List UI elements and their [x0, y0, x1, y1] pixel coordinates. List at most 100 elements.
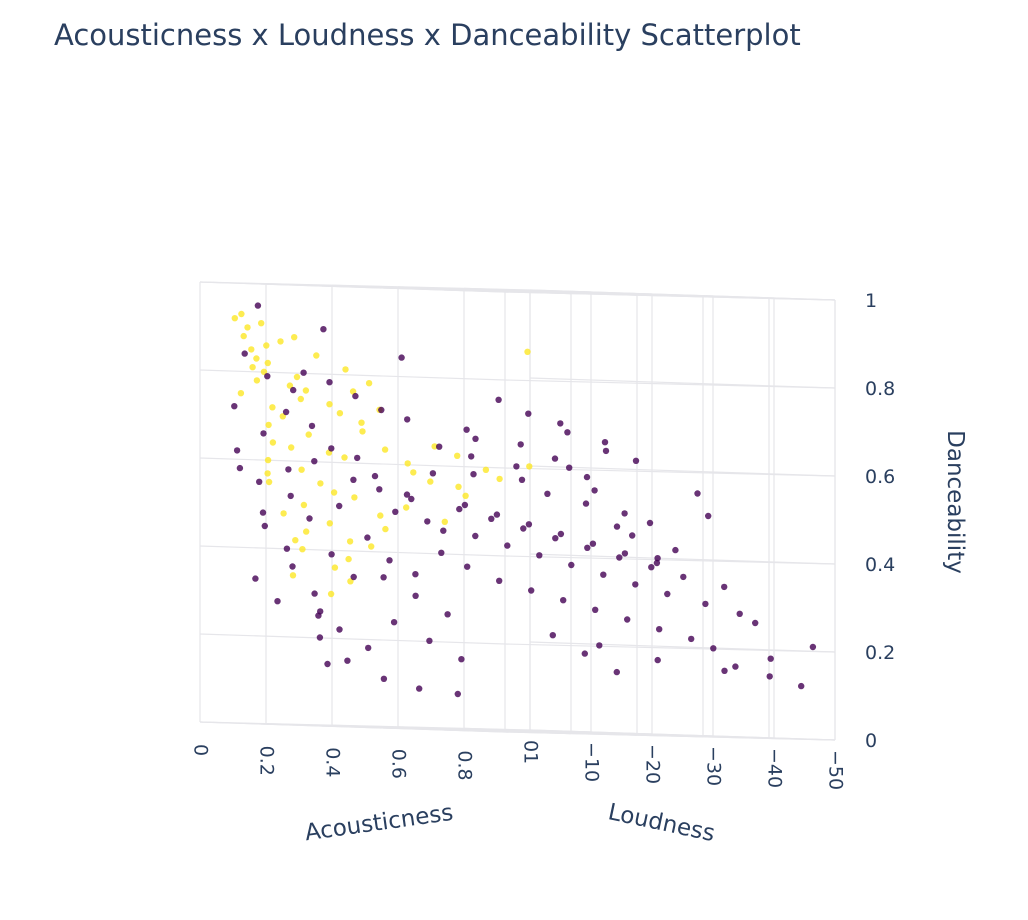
data-point [368, 543, 375, 550]
data-point [513, 463, 520, 470]
data-point [408, 495, 415, 503]
data-point [306, 515, 313, 522]
data-point [291, 334, 298, 341]
data-point [364, 534, 371, 541]
x-tick-label: 0.4 [322, 747, 344, 777]
x-tick-label: 0.2 [256, 746, 278, 776]
data-point [496, 577, 503, 584]
data-point [705, 512, 712, 520]
data-point [621, 550, 629, 557]
data-point [426, 637, 433, 644]
data-point [560, 597, 567, 604]
z-axis-title: Danceability [942, 430, 968, 574]
gridline-side [529, 377, 836, 389]
data-point [352, 392, 359, 400]
data-point [613, 523, 621, 530]
data-point [404, 460, 411, 467]
data-point [463, 426, 470, 433]
data-point [264, 359, 271, 367]
data-point [493, 511, 501, 518]
z-tick-label: 1 [865, 290, 877, 312]
data-point [496, 475, 503, 483]
data-point [316, 634, 324, 641]
data-point [377, 512, 384, 519]
data-point [317, 480, 324, 487]
data-point [280, 510, 287, 517]
data-point [455, 483, 462, 490]
data-point [287, 492, 294, 500]
data-point [557, 530, 565, 538]
data-point [305, 431, 312, 438]
data-point [694, 490, 701, 497]
data-point [710, 645, 717, 652]
data-point [557, 420, 564, 427]
data-point [300, 501, 308, 509]
data-point [302, 387, 310, 394]
data-point [525, 521, 533, 528]
data-point [303, 528, 310, 535]
data-point [468, 453, 475, 460]
gridline-front [199, 545, 506, 557]
data-point [664, 590, 671, 598]
data-point [648, 564, 655, 571]
data-point [256, 478, 263, 485]
data-point [382, 525, 389, 533]
gridline-front [199, 369, 506, 381]
data-point [390, 619, 398, 626]
data-point [629, 532, 636, 539]
data-point [526, 463, 533, 470]
data-point [241, 350, 248, 357]
data-point [311, 458, 318, 465]
data-point [253, 377, 261, 384]
axis-ticks: 0 0.2 0.4 0.6 0.8 10 −10 −20 −30 −40 −5000.20.40.6… [190, 290, 896, 790]
data-point [589, 540, 597, 547]
data-point [265, 421, 272, 429]
data-point [326, 401, 333, 408]
data-point [282, 408, 290, 416]
data-point [654, 555, 661, 562]
data-point [601, 439, 609, 446]
data-point [525, 410, 532, 417]
data-point [252, 575, 259, 582]
data-point [672, 546, 679, 554]
data-point [289, 563, 296, 570]
data-point [721, 583, 728, 591]
data-point [441, 518, 448, 525]
data-point [454, 452, 461, 459]
data-point [721, 667, 728, 674]
data-point [265, 478, 273, 486]
data-point [277, 338, 284, 345]
data-point [436, 443, 443, 450]
data-point [444, 611, 451, 618]
data-point [583, 473, 591, 481]
data-point [767, 655, 774, 662]
data-point [263, 342, 270, 349]
data-point [345, 555, 352, 563]
data-point [752, 619, 759, 627]
gridline-side [529, 465, 836, 477]
data-point [524, 348, 531, 355]
data-point [403, 491, 411, 498]
data-point [344, 657, 351, 664]
z-tick-label: 0.8 [865, 378, 895, 400]
data-point [283, 545, 291, 552]
data-point [346, 538, 354, 545]
data-point [584, 544, 591, 551]
data-point [298, 466, 305, 473]
data-point [336, 502, 343, 510]
gridline-top [529, 289, 836, 301]
data-point [568, 561, 575, 569]
data-point [386, 557, 393, 564]
chart-title: Acousticness x Loudness x Danceability S… [54, 18, 801, 52]
gridline-front [199, 633, 506, 645]
z-tick-label: 0.4 [865, 554, 895, 576]
data-point [520, 525, 527, 532]
axis-titles: Acousticness Loudness Danceability [303, 430, 968, 847]
data-point [313, 352, 320, 359]
data-point [286, 382, 294, 389]
data-point [424, 518, 431, 525]
data-point [736, 610, 743, 617]
y-tick-label: −50 [825, 750, 847, 790]
data-point [231, 403, 238, 410]
